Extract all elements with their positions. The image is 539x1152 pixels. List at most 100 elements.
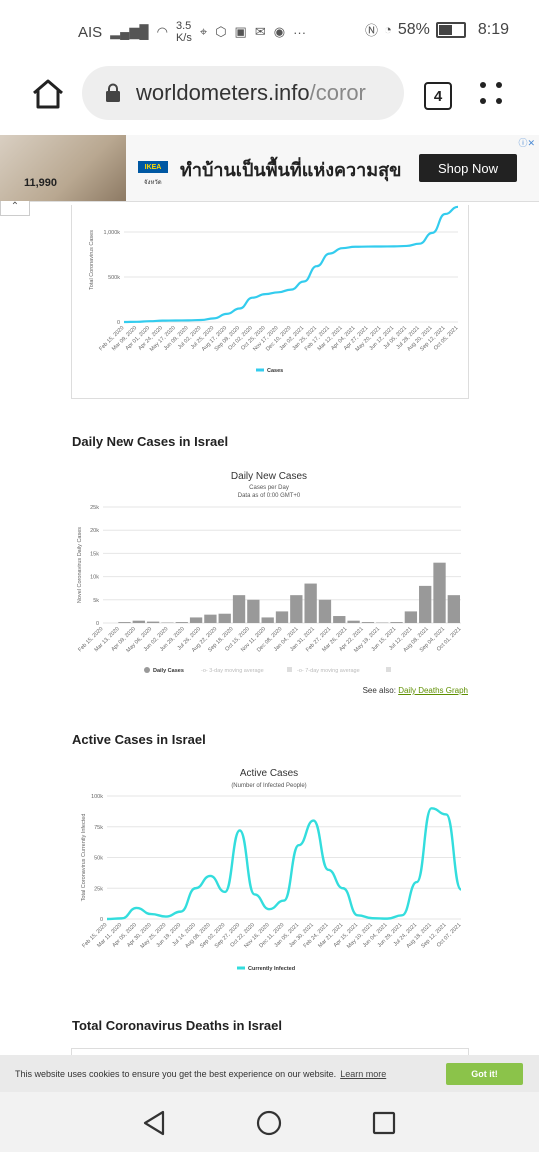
android-nav-bar [0, 1092, 539, 1152]
daily-legend-swatch [144, 667, 150, 673]
daily-ytick-label: 15k [90, 551, 99, 557]
ad-headline: ทำบ้านเป็นพื้นที่แห่งความสุข [180, 160, 402, 180]
daily-ytick-label: 0 [96, 621, 99, 627]
adchoices-icon[interactable]: ⓘ✕ [518, 138, 535, 148]
daily-bar [290, 595, 303, 623]
daily-legend-label: Daily Cases [153, 668, 184, 674]
active-chart-title: Active Cases [240, 768, 298, 779]
more-menu-icon[interactable] [478, 80, 504, 106]
daily-cases-title: Daily New Cases in Israel [72, 434, 229, 449]
data-saver-icon: ◔ [383, 22, 392, 37]
daily-bar [404, 611, 418, 623]
active-ytick-label: 25k [94, 886, 103, 892]
daily-bar [347, 620, 360, 623]
address-bar[interactable]: worldometers.info/coror [82, 66, 404, 120]
active-ytick-label: 75k [94, 825, 103, 831]
carrier-label: AIS [78, 23, 103, 41]
active-ylabel: Total Coronavirus Currently Infected [81, 814, 87, 902]
hand-icon: ⬡ [215, 24, 227, 39]
net-unit: K/s [175, 32, 192, 44]
active-ytick-label: 0 [100, 917, 103, 923]
ad-banner[interactable]: 11,990 IKEA จังหวัด ทำบ้านเป็นพื้นที่แห่… [0, 135, 539, 202]
daily-bar [204, 614, 217, 623]
see-also: See also: Daily Deaths Graph [340, 686, 468, 695]
deaths-chart [71, 1048, 469, 1059]
daily-bar [189, 617, 203, 623]
got-it-button[interactable]: Got it! [446, 1063, 523, 1085]
app-icon: ▣ [234, 24, 247, 39]
url-path: /coror [309, 80, 366, 105]
total-ytick-label: 0 [117, 320, 120, 326]
active-ytick-label: 100k [91, 794, 103, 800]
url-host: worldometers.info [136, 80, 310, 105]
daily-legend-swatch [386, 667, 391, 672]
battery-icon [435, 21, 466, 38]
cookie-banner: This website uses cookies to ensure you … [0, 1055, 539, 1092]
ad-furniture-image: 11,990 [0, 135, 126, 201]
mail-icon: ✉ [254, 24, 266, 39]
active-cases-title: Active Cases in Israel [72, 732, 206, 747]
daily-ytick-label: 10k [90, 575, 99, 581]
clock: 8:19 [477, 20, 509, 38]
daily-bar [247, 599, 260, 623]
daily-deaths-link[interactable]: Daily Deaths Graph [398, 686, 468, 695]
daily-chart-subtitle-date: Data as of 0:00 GMT+0 [238, 493, 301, 499]
total-series-line [123, 205, 459, 324]
daily-bar [261, 617, 274, 623]
status-bar: AIS ▂▄▆█ ◠ 3.5 K/s ⌖ ⬡ ▣ ✉ ◉ ··· Ⓝ ◔ 58%… [0, 0, 539, 62]
lock-icon [106, 83, 120, 102]
daily-bar [275, 611, 289, 623]
daily-cases-svg: Daily New Cases Cases per Day Data as of 0… [77, 471, 462, 674]
active-ytick-label: 50k [94, 856, 103, 862]
daily-bar [146, 621, 160, 623]
daily-bar [390, 622, 403, 623]
daily-legend-swatch [287, 667, 292, 672]
deaths-title: Total Coronavirus Deaths in Israel [72, 1018, 282, 1033]
daily-legend-label: -o- 3-day moving average [201, 668, 264, 674]
total-ytick-label: 500k [108, 275, 120, 281]
ikea-logo: IKEA [138, 161, 168, 173]
daily-bar [304, 583, 317, 623]
total-ytick-label: 1,000k [103, 230, 120, 236]
recents-icon[interactable] [372, 1111, 396, 1135]
messenger-icon: ◉ [273, 24, 286, 39]
daily-ytick-label: 5k [93, 598, 99, 604]
shop-now-button[interactable]: Shop Now [419, 154, 517, 182]
home-icon[interactable] [30, 76, 66, 112]
tab-switcher-button[interactable]: 4 [424, 82, 452, 110]
active-cases-chart: Active Cases (Number of Infected People) 0… [71, 758, 467, 980]
daily-bar [419, 585, 432, 623]
collapse-ad-button[interactable]: ⌃ [0, 201, 30, 216]
location-icon: ⌖ [199, 24, 208, 39]
daily-bar [447, 595, 460, 623]
tab-count: 4 [433, 87, 443, 105]
browser-toolbar: worldometers.info/coror 4 [0, 62, 539, 134]
daily-bar [118, 622, 131, 623]
daily-bar [318, 599, 332, 623]
daily-ylabel: Novel Coronavirus Daily Cases [77, 527, 83, 603]
total-cases-chart: 0 500k 1,000k Feb 15, 2020 Mar 09, 2020 Apr 0… [71, 205, 469, 399]
more-icon: ··· [293, 24, 307, 40]
net-speed: 3.5 [175, 20, 192, 32]
active-series-line [106, 807, 463, 921]
daily-cases-chart: Daily New Cases Cases per Day Data as of 0… [71, 460, 467, 682]
ikea-sub-label: จังหวัด [144, 180, 162, 186]
see-also-label: See also: [362, 686, 396, 695]
total-ylabel: Total Coronavirus Cases [89, 230, 95, 290]
back-icon[interactable] [141, 1110, 167, 1136]
active-legend-label: Currently Infected [248, 966, 295, 972]
daily-ytick-label: 20k [90, 528, 99, 534]
daily-chart-subtitle: Cases per Day [249, 485, 289, 491]
learn-more-link[interactable]: Learn more [340, 1069, 387, 1079]
total-legend-label: Cases [267, 368, 283, 374]
home-nav-icon[interactable] [256, 1110, 282, 1136]
battery-percent: 58% [397, 20, 430, 38]
daily-bar [132, 620, 145, 623]
ad-price: 11,990 [24, 177, 58, 189]
daily-chart-title: Daily New Cases [231, 471, 307, 482]
daily-bar [218, 613, 231, 623]
daily-bar [433, 562, 446, 623]
nfc-icon: Ⓝ [364, 23, 378, 38]
daily-bar [361, 622, 375, 623]
